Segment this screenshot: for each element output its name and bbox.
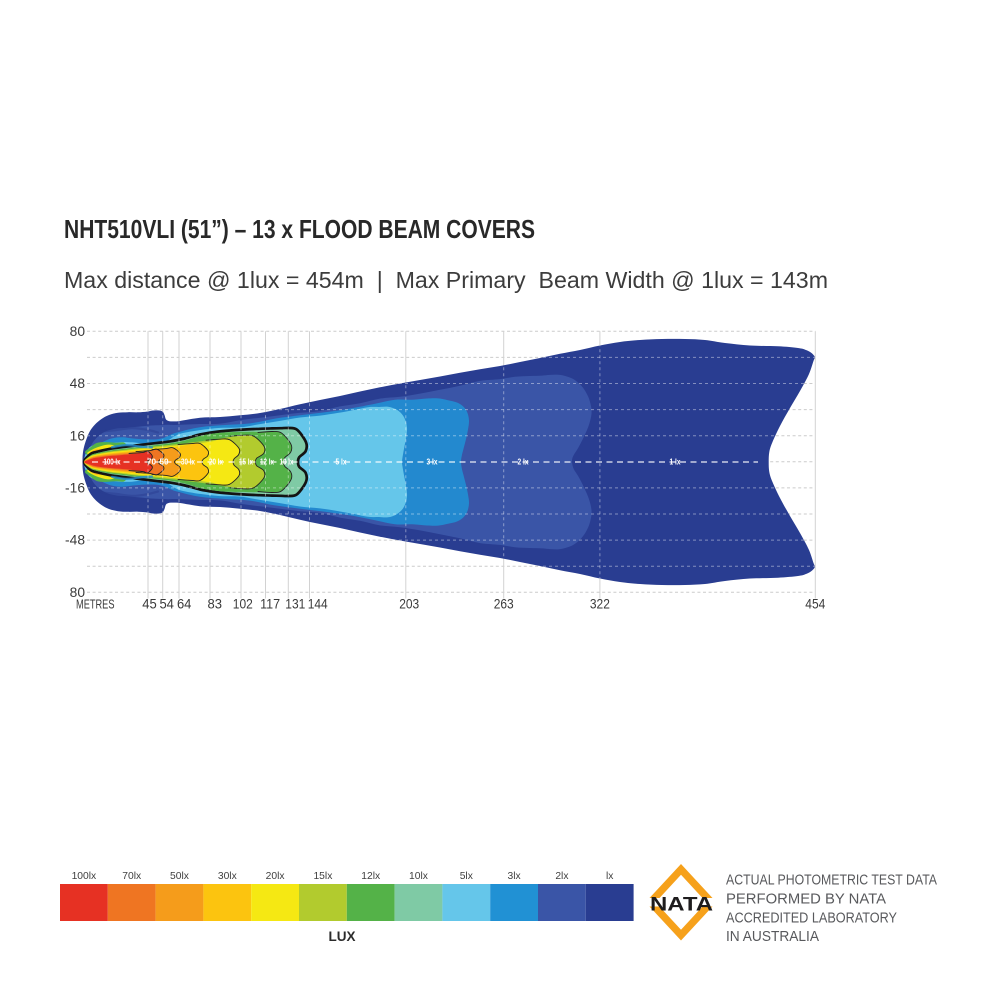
svg-text:IN AUSTRALIA: IN AUSTRALIA	[726, 928, 820, 945]
svg-text:16: 16	[70, 428, 86, 443]
svg-text:METRES: METRES	[76, 597, 115, 612]
svg-text:2lx: 2lx	[555, 871, 569, 882]
svg-text:PERFORMED BY NATA: PERFORMED BY NATA	[726, 891, 887, 908]
svg-text:100 lx: 100 lx	[104, 458, 121, 467]
svg-text:2 lx: 2 lx	[518, 458, 529, 467]
svg-text:5lx: 5lx	[460, 871, 474, 882]
svg-text:322: 322	[590, 597, 610, 612]
svg-text:83: 83	[208, 597, 223, 612]
svg-text:20 lx: 20 lx	[209, 458, 223, 467]
svg-text:15lx: 15lx	[313, 871, 333, 882]
svg-text:30 lx: 30 lx	[181, 458, 195, 467]
svg-text:ACCREDITED LABORATORY: ACCREDITED LABORATORY	[726, 910, 897, 927]
svg-text:Max distance @ 1lux = 454m |: Max distance @ 1lux = 454m | Max Primary…	[64, 267, 828, 293]
svg-text:50lx: 50lx	[170, 871, 190, 882]
svg-text:10lx: 10lx	[409, 871, 429, 882]
svg-text:LUX: LUX	[329, 929, 356, 944]
svg-text:70lx: 70lx	[122, 871, 142, 882]
svg-text:203: 203	[399, 597, 419, 612]
svg-text:-48: -48	[65, 533, 85, 548]
svg-text:144: 144	[308, 597, 328, 612]
svg-text:102: 102	[233, 597, 253, 612]
svg-text:454: 454	[805, 597, 825, 612]
svg-text:50: 50	[160, 458, 169, 467]
svg-text:12lx: 12lx	[361, 871, 381, 882]
svg-text:80: 80	[70, 324, 86, 339]
svg-text:70: 70	[147, 458, 156, 467]
svg-text:100lx: 100lx	[72, 871, 97, 882]
svg-text:10 lx: 10 lx	[280, 458, 294, 467]
svg-text:54: 54	[159, 597, 174, 612]
svg-text:1 lx: 1 lx	[670, 458, 681, 467]
svg-text:117: 117	[260, 597, 280, 612]
svg-text:20lx: 20lx	[266, 871, 286, 882]
svg-text:NHT510VLI (51”) – 13 x FLOOD B: NHT510VLI (51”) – 13 x FLOOD BEAM COVERS	[64, 214, 535, 244]
svg-text:NATA: NATA	[650, 895, 713, 916]
svg-text:30lx: 30lx	[218, 871, 238, 882]
svg-text:5 lx: 5 lx	[336, 458, 347, 467]
svg-text:3 lx: 3 lx	[427, 458, 438, 467]
svg-text:64: 64	[177, 597, 192, 612]
svg-text:45: 45	[142, 597, 157, 612]
svg-text:263: 263	[494, 597, 514, 612]
svg-text:lx: lx	[606, 871, 614, 882]
svg-text:12 lx: 12 lx	[260, 458, 274, 467]
svg-text:-16: -16	[65, 481, 85, 496]
svg-text:131: 131	[285, 597, 305, 612]
svg-text:48: 48	[70, 376, 86, 391]
svg-text:15 lx: 15 lx	[239, 458, 253, 467]
svg-text:ACTUAL PHOTOMETRIC TEST DATA: ACTUAL PHOTOMETRIC TEST DATA	[726, 872, 938, 889]
svg-text:80: 80	[70, 585, 86, 600]
svg-text:3lx: 3lx	[508, 871, 522, 882]
